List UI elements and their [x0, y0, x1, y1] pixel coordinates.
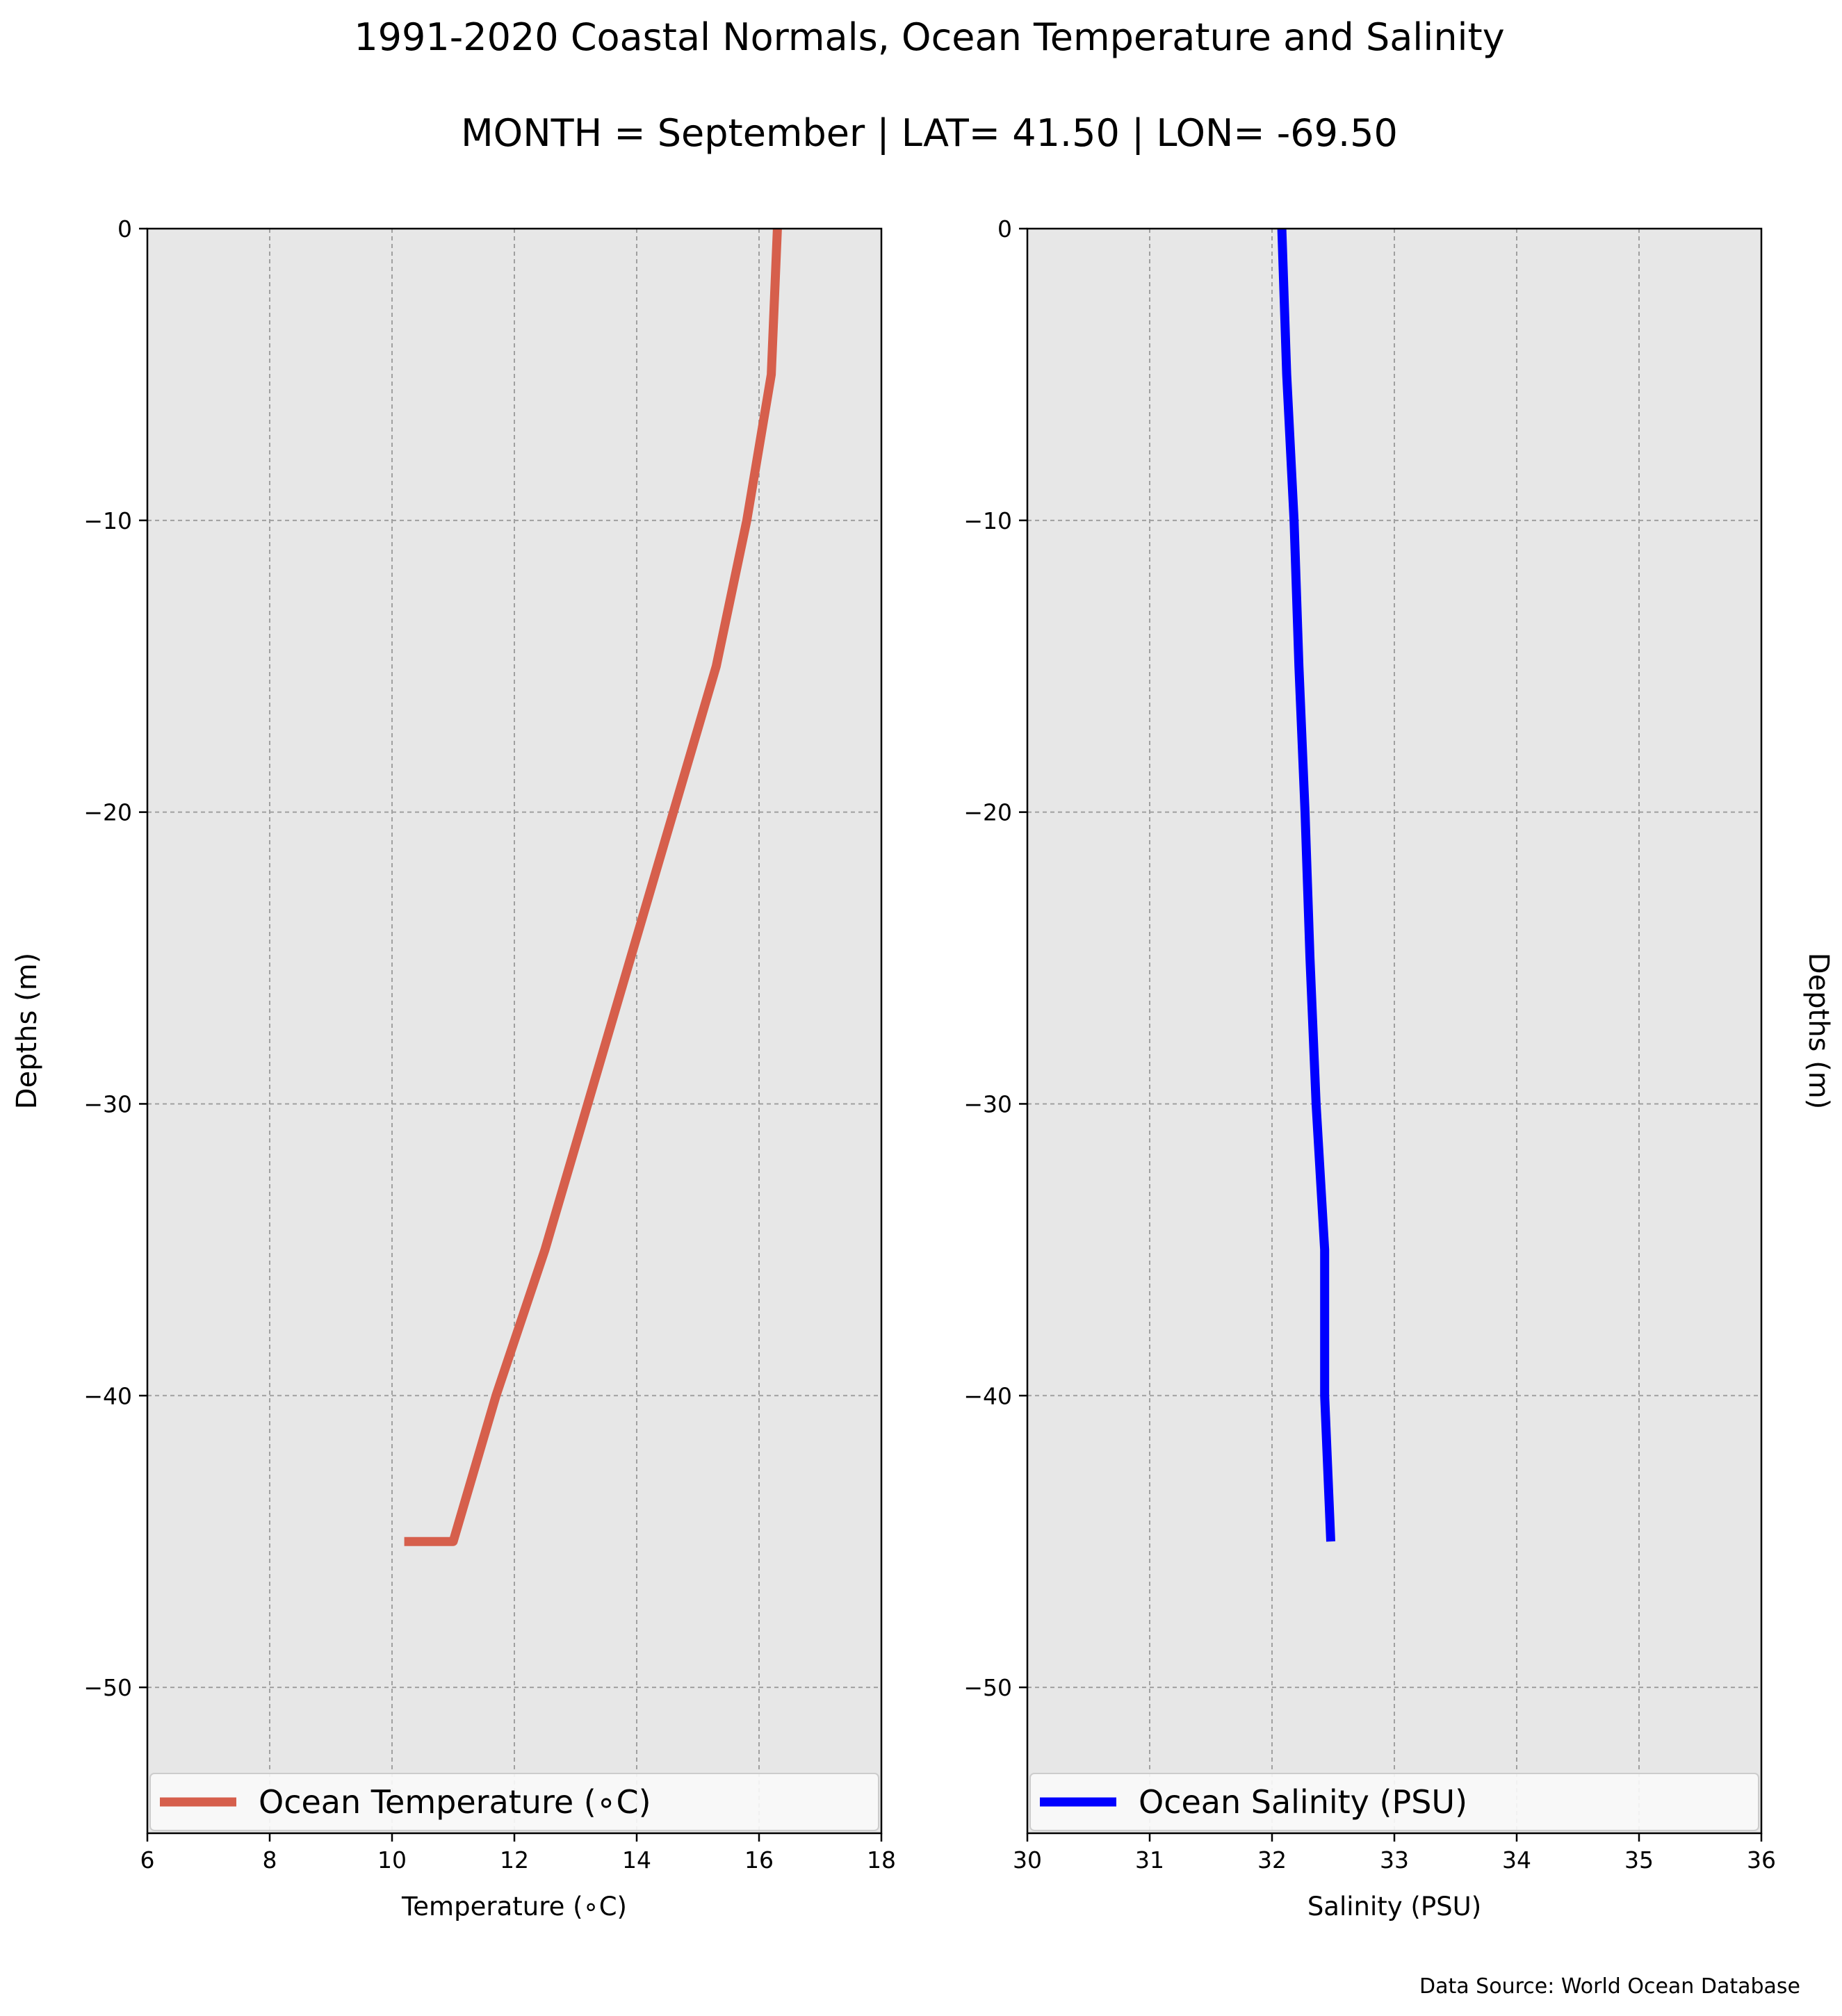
salinity-x-tick-label: 31 — [1135, 1846, 1164, 1874]
temperature-x-tick-label: 14 — [622, 1846, 651, 1874]
temperature-y-tick-label: −40 — [83, 1382, 132, 1409]
temperature-x-tick-label: 18 — [867, 1846, 896, 1874]
temperature-x-tick-label: 6 — [140, 1846, 155, 1874]
temperature-legend-label: Ocean Temperature (∘C) — [259, 1783, 651, 1821]
salinity-plot-area — [1027, 229, 1761, 1833]
salinity-y-axis-label: Depths (m) — [1802, 953, 1834, 1110]
temperature-x-tick-label: 8 — [263, 1846, 277, 1874]
salinity-y-tick-label: −10 — [963, 507, 1012, 534]
salinity-y-tick-label: −20 — [963, 799, 1012, 826]
temperature-y-tick-label: −10 — [83, 507, 132, 534]
salinity-x-tick-label: 30 — [1013, 1846, 1042, 1874]
salinity-x-tick-label: 32 — [1257, 1846, 1287, 1874]
salinity-y-tick-label: −50 — [963, 1674, 1012, 1701]
temperature-x-tick-label: 10 — [377, 1846, 407, 1874]
temperature-y-tick-label: −20 — [83, 799, 132, 826]
salinity-panel: Ocean Salinity (PSU) 30 31 32 33 34 35 36 0 −10 −2… — [963, 215, 1834, 1921]
temperature-y-tick-label: −30 — [83, 1090, 132, 1117]
temperature-legend — [149, 1773, 879, 1831]
chart-subtitle: MONTH = September | LAT= 41.50 | LON= -6… — [461, 111, 1398, 155]
temperature-series-line — [404, 228, 782, 1546]
data-source-note: Data Source: World Ocean Database — [1419, 1974, 1800, 1999]
chart-title: 1991-2020 Coastal Normals, Ocean Tempera… — [354, 15, 1504, 59]
salinity-x-tick-label: 36 — [1747, 1846, 1776, 1874]
salinity-x-tick-label: 34 — [1502, 1846, 1531, 1874]
temperature-x-tick-label: 16 — [744, 1846, 774, 1874]
salinity-y-tick-label: −30 — [963, 1090, 1012, 1117]
temperature-x-axis-label: Temperature (∘C) — [401, 1892, 627, 1921]
temperature-y-axis-label: Depths (m) — [11, 953, 43, 1110]
temperature-y-tick-label: −50 — [83, 1674, 132, 1701]
temperature-plot-area — [147, 229, 881, 1833]
salinity-x-tick-label: 35 — [1624, 1846, 1654, 1874]
temperature-y-tick-label: 0 — [117, 215, 132, 243]
salinity-x-tick-label: 33 — [1380, 1846, 1409, 1874]
salinity-y-tick-label: −40 — [963, 1382, 1012, 1409]
salinity-x-axis-label: Salinity (PSU) — [1307, 1892, 1481, 1921]
salinity-y-tick-label: 0 — [997, 215, 1012, 243]
salinity-legend — [1029, 1773, 1759, 1831]
salinity-series-line — [1277, 228, 1335, 1542]
temperature-panel: Ocean Temperature (∘C) 6 8 10 12 14 16 18 0 −10 −2… — [11, 215, 896, 1921]
salinity-legend-label: Ocean Salinity (PSU) — [1139, 1783, 1467, 1821]
temperature-x-tick-label: 12 — [500, 1846, 529, 1874]
